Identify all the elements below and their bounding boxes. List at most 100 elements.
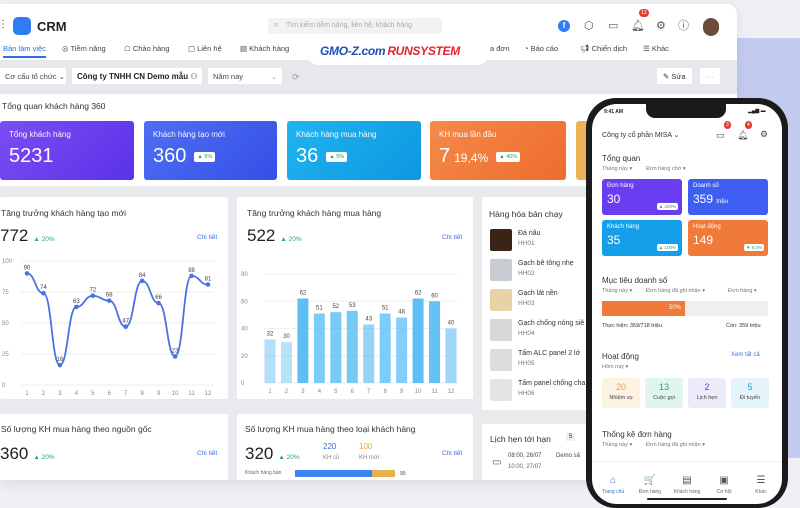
refresh-icon[interactable]: ⟳ [292,72,300,82]
tab-icon: ⌂ [609,475,617,486]
tab-label: Khác [755,489,767,495]
product-item[interactable]: Gạch bê tông nhẹ HH02 [490,259,590,285]
phone-kpi-card[interactable]: Hoạt động 149 ▼ 0.2% [688,220,768,256]
phone-kpi-card[interactable]: Đơn hàng 30 ▲ 200% [602,179,682,215]
tab-1[interactable]: 🛒 Đơn hàng [632,475,668,495]
detail-link[interactable]: Chi tiết [197,450,218,457]
product-item[interactable]: Gạch lát nền HH03 [490,289,590,315]
product-item[interactable]: Tấm ALC panel 2 lớ HH05 [490,349,590,375]
phone-kpi-card[interactable]: Doanh số 359 triệu [688,179,768,215]
x-tick-label: 1 [268,389,272,395]
row-value: 90 [400,471,406,477]
kpi-value: 360 [153,145,187,167]
phone-kpi-card[interactable]: Khách hàng 35 ▲ 100% [602,220,682,256]
kpi-first-purchase[interactable]: KH mua lần đầu 7 19,4% ▲ 40% [430,121,566,180]
product-item[interactable]: Đá nâu HH01 [490,229,590,255]
product-name: Gạch lát nền [518,290,558,297]
buying-customer-growth-panel: Tăng trưởng khách hàng mua hàng 522 ▲ 20%… [237,197,473,399]
product-item[interactable]: Tấm panel chống cha HH06 [490,379,590,405]
tab-0[interactable]: ⌂ Trang chủ [595,475,631,495]
search-placeholder: Tìm kiếm tiềm năng, liên hệ, khách hàng [286,22,413,29]
settings-gear-icon[interactable]: ⚙ [760,129,769,139]
appointment-count: 5 [566,433,576,441]
nav-lien-he[interactable]: ▢ Liên hệ [188,44,222,53]
product-thumbnail [490,229,512,251]
nav-chao-hang[interactable]: ☖ Chào hàng [124,44,170,53]
activity-label: Cuộc gọi [653,395,675,401]
activity-tile[interactable]: 5 Đi tuyến [731,378,769,408]
org-label: Cơ cấu tổ chức [5,72,57,81]
calendar-icon: ▭ [492,457,502,468]
target-order-filter[interactable]: Đơn hàng đã ghi nhận ▾ [646,288,705,294]
tab-4[interactable]: ☰ Khác [743,475,779,495]
help-icon[interactable]: ⓘ [678,20,689,32]
inbox-icon[interactable]: ▭ [716,130,725,140]
nav-bao-cao[interactable]: ◔ Báo cáo [524,44,559,53]
orders-period-filter[interactable]: Tháng này ▾ [602,442,633,448]
org-tree-icon: ⚇ [190,72,198,81]
tab-icon: ▣ [719,475,729,486]
total-value: 522 [247,226,276,245]
card-badge: ▼ 0.2% [744,244,764,251]
detail-link[interactable]: Chi tiết [442,234,463,241]
apps-grid-icon[interactable]: ⋮ [0,19,8,30]
nav-hoa-don[interactable]: a đơn [490,44,510,53]
user-avatar[interactable] [703,18,719,36]
order-filter[interactable]: Đơn hàng chờ ▾ [646,166,686,172]
company-select[interactable]: Công ty cổ phần MISA ⌄ [602,132,680,139]
x-tick-label: 7 [367,389,371,395]
detail-link[interactable]: Chi tiết [442,450,463,457]
target-type-filter[interactable]: Đơn hàng ▾ [728,288,757,294]
facebook-icon[interactable]: f [558,20,570,32]
kpi-buying-customers[interactable]: Khách hàng mua hàng 36 ▲ 5% [287,121,421,180]
product-thumbnail [490,319,512,341]
edit-button[interactable]: ✎ Sửa [657,68,692,84]
box-icon[interactable]: ⬡ [584,20,594,32]
data-point [123,324,129,330]
chevron-down-icon: ⌄ [270,72,277,81]
tab-2[interactable]: ▤ Khách hàng [669,475,705,495]
period-filter[interactable]: Tháng này ▾ [602,166,633,172]
kpi-total-customers[interactable]: Tổng khách hàng 5231 [0,121,134,180]
bell-icon[interactable]: 🔔︎ [631,20,645,32]
activity-tile[interactable]: 2 Lịch hẹn [688,378,726,408]
top-header: ⋮ CRM ⌕ Tìm kiếm tiềm năng, liên hệ, khác… [0,4,737,60]
product-item[interactable]: Gạch chống nóng siê HH04 [490,319,590,345]
org-structure-select[interactable]: Cơ cấu tổ chức ⌄ [0,68,66,84]
target-period-filter[interactable]: Tháng này ▾ [602,288,633,294]
calendar-icon[interactable]: ▭ [608,20,619,32]
company-select[interactable]: Công ty TNHH CN Demo mẫu ⚇ [72,68,202,84]
nav-tiem-nang[interactable]: ◎ Tiềm năng [62,44,106,53]
search-input[interactable]: ⌕ Tìm kiếm tiềm năng, liên hệ, khách hàng [268,18,442,34]
activity-period-filter[interactable]: Hôm nay ▾ [602,364,629,370]
period-select[interactable]: Năm nay ⌄ [208,68,282,84]
nav-chien-dich[interactable]: 📢︎ Chiến dịch [580,44,628,53]
kpi-new-customers[interactable]: Khách hàng tạo mới 360 ▲ 5% [144,121,277,180]
source-panel: Số lượng KH mua hàng theo nguồn gốc 360 ▲… [0,414,228,480]
gmo-logo-text: GMO-Z.com [320,44,386,58]
bar [346,310,358,383]
y-tick-label: 0 [2,383,6,389]
settings-gear-icon[interactable]: ⚙ [656,20,666,32]
nav-khac[interactable]: ☰ Khác [643,44,669,53]
activity-tile[interactable]: 13 Cuộc gọi [645,378,683,408]
detail-link[interactable]: Chi tiết [197,234,218,241]
activity-tile[interactable]: 20 Nhiệm vụ [602,378,640,408]
tab-icon: ☰ [756,475,766,486]
nav-khach-hang[interactable]: ▤ Khách hàng [240,44,290,53]
nav-label: Liên hệ [197,44,222,53]
tab-3[interactable]: ▣ Cơ hội [706,475,742,495]
see-all-link[interactable]: Xem tất cả [731,352,760,358]
data-point [24,271,30,276]
bar [445,328,457,383]
more-button[interactable]: ··· [700,68,720,84]
orders-type-filter[interactable]: Đơn hàng đã ghi nhận ▾ [646,442,705,448]
bell-icon[interactable]: 🔔︎ [737,130,749,140]
product-thumbnail [490,349,512,371]
bar [412,298,424,383]
nav-ban-lam-viec[interactable]: Bàn làm việc [3,44,46,58]
chart-total: 522 ▲ 20% [247,226,302,246]
appointment-name[interactable]: Demo sả [556,453,581,459]
bar-label: 53 [349,303,356,309]
y-tick-label: 100 [2,259,13,265]
